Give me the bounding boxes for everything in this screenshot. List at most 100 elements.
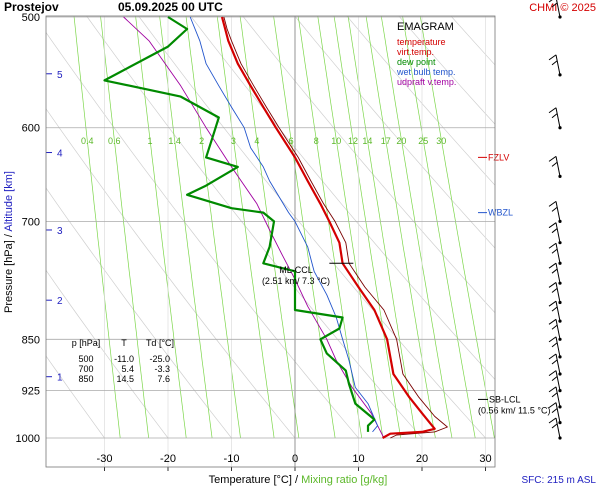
mixing-ratio-line — [297, 16, 363, 439]
series-dew-point — [103, 16, 376, 432]
table-cell: -3.3 — [154, 364, 170, 374]
pressure-tick: 1000 — [16, 433, 40, 445]
mixing-ratio-label: 0.6 — [108, 136, 121, 146]
labels-layer: 0.4 0.6 1 1.4 2 3 4 6 8 10 12 14 17 20 25 3050060070085… — [16, 12, 550, 471]
wind-barb — [548, 107, 562, 130]
mixing-ratio-label: 0.4 — [81, 136, 94, 146]
x-tick-label: 20 — [416, 453, 428, 465]
pressure-tick: 500 — [22, 12, 40, 24]
credit: CHMI © 2025 — [529, 2, 596, 14]
pressure-tick: 700 — [22, 216, 40, 228]
x-label-sep: / — [295, 474, 299, 486]
mixing-ratio-line — [135, 16, 187, 439]
x-tick-label: 0 — [292, 453, 298, 465]
mixing-ratio-label: 10 — [331, 136, 341, 146]
plot-frame — [45, 15, 496, 468]
dry-adiabat — [138, 16, 486, 439]
mixing-ratio-label: 1.4 — [168, 136, 181, 146]
mixing-ratio-label: 2 — [199, 136, 204, 146]
fzlv-label: FZLV — [488, 152, 509, 162]
mixing-ratio-label: 4 — [254, 136, 259, 146]
x-axis-label: Temperature [°C] / Mixing ratio [g/kg] — [209, 474, 388, 486]
x-tick-label: 30 — [479, 453, 491, 465]
ml-ccl-label: ML-CCL — [279, 265, 313, 275]
table-cell: 850 — [78, 374, 93, 384]
wind-barb — [548, 353, 562, 376]
pressure-tick: 925 — [22, 386, 40, 398]
wind-barb — [548, 200, 562, 223]
mixing-ratio-line — [185, 16, 241, 439]
series-wet-bulb-temp — [189, 16, 379, 433]
wind-barb — [548, 336, 562, 359]
mixing-ratio-label: 30 — [436, 136, 446, 146]
y-label-altitude: Altitude [km] — [3, 171, 15, 232]
legend-dew-point: dew point — [397, 57, 436, 67]
series-virt-temp — [223, 16, 448, 439]
mixing-ratio-label: 17 — [381, 136, 391, 146]
mixing-ratio-label: 1 — [147, 136, 152, 146]
altitude-tick: 5 — [57, 70, 63, 81]
table-cell: 7.6 — [157, 374, 170, 384]
x-tick-label: -10 — [224, 453, 240, 465]
dry-adiabat — [346, 16, 495, 186]
mixing-ratio-label: 12 — [348, 136, 358, 146]
wind-barb — [548, 242, 562, 265]
mixing-ratio-line — [347, 16, 417, 439]
table-cell: 700 — [78, 364, 93, 374]
table-header: Td [°C] — [146, 338, 174, 348]
table-cell: 14.5 — [116, 374, 134, 384]
wind-barb — [548, 370, 562, 393]
wbzl-label: WBZL — [488, 208, 513, 218]
wind-barb — [548, 417, 562, 440]
x-tick-label: -20 — [160, 453, 176, 465]
legend-wet-bulb: wet bulb temp. — [396, 67, 456, 77]
mixing-ratio-label: 6 — [289, 136, 294, 146]
legend-title: EMAGRAM — [397, 21, 454, 33]
wind-barb — [548, 282, 562, 305]
table-cell: -25.0 — [149, 354, 170, 364]
table-cell: 5.4 — [121, 364, 134, 374]
sb-lcl-values: (0.56 km/ 11.5 °C) — [478, 405, 550, 415]
y-axis-label: Pressure [hPa] / Altitude [km] — [3, 171, 15, 313]
mixing-ratio-label: 25 — [418, 136, 428, 146]
pressure-tick: 850 — [22, 334, 40, 346]
altitude-tick: 2 — [57, 296, 63, 307]
mixing-ratio-line — [419, 16, 495, 439]
data-table: p [hPa] T Td [°C] 500 -11.0 -25.0 700 5.4 -3.3 85… — [72, 338, 174, 384]
datetime: 05.09.2025 00 UTC — [118, 0, 223, 14]
wind-barb — [548, 300, 562, 323]
altitude-tick: 4 — [57, 149, 63, 160]
wind-barb — [548, 0, 562, 19]
dry-adiabat — [46, 355, 105, 439]
wind-barbs — [548, 0, 562, 440]
mixing-ratio-line — [273, 16, 336, 439]
table-header: p [hPa] — [72, 338, 101, 348]
mixing-ratio-label: 14 — [362, 136, 372, 146]
table-cell: -11.0 — [114, 354, 134, 364]
mixing-ratio-line — [380, 16, 453, 439]
grid-layer — [46, 16, 495, 467]
svg-text:Pressure [hPa] / A: Pressure [hPa] / Altitude [km] — [3, 171, 15, 313]
mixing-ratio-line — [333, 16, 402, 439]
mixing-ratio-line — [73, 16, 121, 439]
sb-lcl-label: SB-LCL — [489, 394, 521, 404]
dry-adiabat — [398, 16, 495, 125]
wind-barb — [548, 155, 562, 178]
wind-barb — [548, 262, 562, 285]
pressure-tick: 600 — [22, 123, 40, 135]
mixing-ratio-label: 3 — [231, 136, 236, 146]
y-label-sep: / — [3, 233, 15, 237]
mixing-ratio-label: 8 — [314, 136, 319, 146]
mixing-ratio-line — [239, 16, 300, 439]
dry-adiabat — [46, 269, 169, 439]
series-temperature — [220, 16, 436, 439]
table-cell: 500 — [78, 354, 93, 364]
wind-barb — [548, 386, 562, 409]
altitude-tick: 1 — [57, 373, 63, 384]
wind-barb — [548, 222, 562, 245]
legend-virt-temp: virt.temp. — [397, 47, 434, 57]
mixing-ratio-label: 20 — [396, 136, 406, 146]
curves-layer — [103, 16, 448, 439]
